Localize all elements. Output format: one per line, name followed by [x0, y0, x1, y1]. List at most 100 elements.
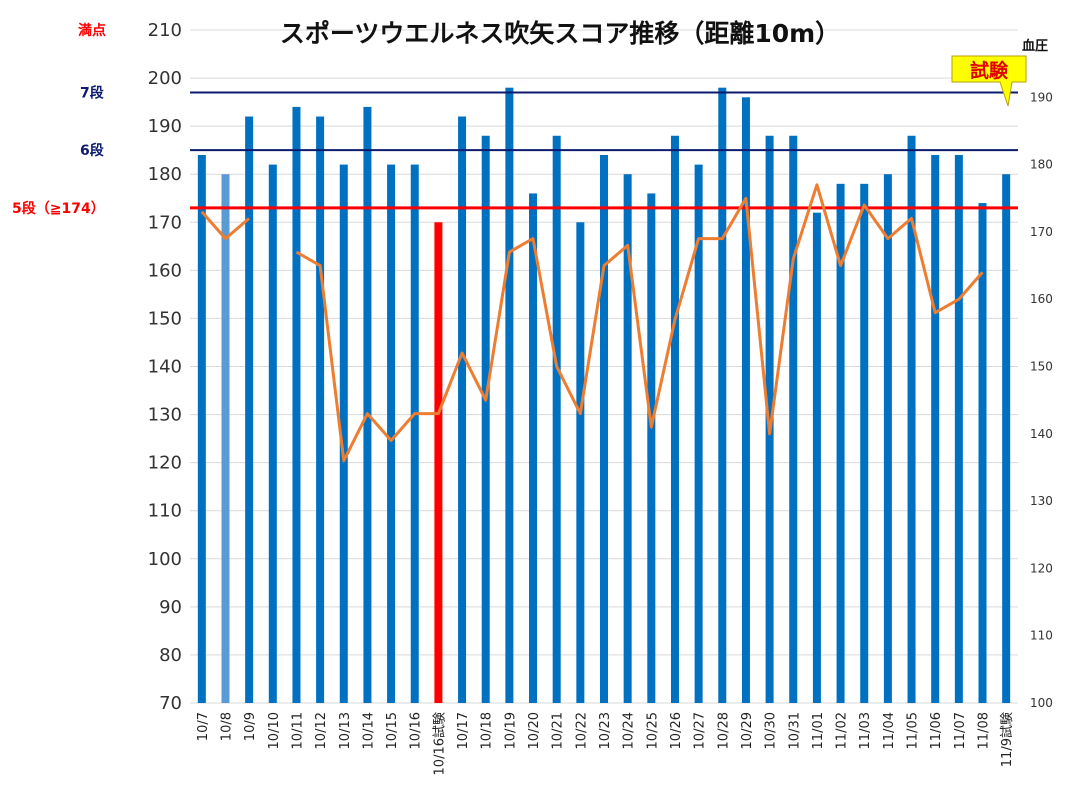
bar [954, 154, 963, 703]
x-tick-label: 10/14 [361, 712, 376, 749]
y2-axis-label: 血圧 [1022, 38, 1048, 54]
y2-tick-label: 120 [1030, 561, 1053, 575]
y2-tick-label: 170 [1030, 225, 1053, 239]
bar [316, 116, 325, 704]
x-tick-label: 10/24 [622, 712, 637, 749]
bar [647, 193, 656, 703]
line-segment [200, 210, 251, 241]
bar [505, 87, 514, 703]
y2-tick-label: 190 [1030, 90, 1053, 104]
reference-label: 満点 [78, 22, 106, 39]
x-tick-label: 10/11 [290, 712, 305, 749]
reference-labels: 満点 7段 6段 5段（≧174） [12, 22, 106, 217]
bar [576, 222, 585, 704]
x-tick-label: 10/16試験 [431, 712, 447, 775]
y-tick-label: 160 [148, 260, 182, 281]
x-axis-ticks: 10/7 10/8 10/9 10/10 10/11 10/12 10/13 10/14 10/… [196, 712, 1015, 775]
bar [694, 164, 703, 704]
x-tick-label: 10/26 [669, 712, 684, 749]
bar [410, 164, 419, 704]
x-tick-label: 10/27 [693, 712, 708, 749]
x-tick-label: 10/30 [764, 712, 779, 749]
bar [268, 164, 277, 704]
bar [600, 154, 608, 703]
bar [434, 222, 443, 704]
x-tick-label: 11/06 [929, 712, 944, 749]
x-tick-label: 10/7 [196, 712, 211, 741]
y-axis-left-ticks: 70 80 90 100 110 120 130 140 150 160 170 180 190 200 2… [148, 20, 182, 714]
bar [860, 183, 869, 704]
y-tick-label: 100 [148, 549, 182, 570]
bar [552, 135, 561, 703]
bar [1002, 174, 1011, 703]
bar [907, 135, 916, 703]
bar [458, 116, 467, 704]
bar [741, 97, 750, 704]
y-tick-label: 120 [148, 453, 182, 474]
y-tick-label: 210 [148, 20, 182, 41]
bar [221, 174, 230, 703]
y-tick-label: 110 [148, 501, 182, 522]
callout-box [951, 55, 1027, 107]
bar [789, 135, 798, 703]
x-tick-label: 10/15 [385, 712, 400, 749]
bar [529, 193, 538, 703]
exam-callout: 試験 [951, 55, 1027, 107]
bar [812, 212, 821, 703]
bar [339, 164, 348, 704]
y-tick-label: 150 [148, 308, 182, 329]
callout-text: 試験 [970, 59, 1009, 82]
x-tick-label: 11/9試験 [999, 712, 1015, 767]
y-tick-label: 80 [159, 645, 182, 666]
reference-label: 6段 [80, 142, 104, 159]
y-tick-label: 190 [148, 116, 182, 137]
x-tick-label: 10/16 [409, 712, 424, 749]
x-tick-label: 11/02 [835, 712, 850, 749]
x-tick-label: 10/21 [551, 712, 566, 749]
y2-tick-label: 130 [1030, 494, 1053, 508]
bar [931, 154, 940, 703]
y2-tick-label: 180 [1030, 158, 1053, 172]
bar [836, 183, 845, 704]
x-tick-label: 10/23 [598, 712, 613, 749]
bar [292, 106, 301, 703]
y2-tick-label: 100 [1030, 696, 1053, 710]
y2-tick-label: 110 [1030, 629, 1053, 643]
x-tick-label: 10/18 [480, 712, 495, 749]
x-tick-label: 10/31 [787, 712, 802, 749]
x-tick-label: 11/03 [858, 712, 873, 749]
bar [245, 116, 254, 704]
bar [623, 174, 632, 703]
y2-tick-label: 140 [1030, 427, 1053, 441]
x-tick-label: 10/8 [219, 712, 234, 741]
line-segment [295, 183, 984, 463]
bar-series [197, 87, 1011, 704]
y-tick-label: 130 [148, 405, 182, 426]
y-tick-label: 140 [148, 357, 182, 378]
bar [883, 174, 892, 703]
bar [481, 135, 490, 703]
x-tick-label: 10/25 [645, 712, 660, 749]
y-tick-label: 90 [159, 597, 182, 618]
bar [363, 106, 372, 703]
x-tick-label: 10/13 [338, 712, 353, 749]
x-tick-label: 10/19 [503, 712, 518, 749]
x-tick-label: 10/10 [267, 712, 282, 749]
x-tick-label: 11/04 [882, 712, 897, 749]
y-tick-label: 70 [159, 693, 182, 714]
y2-tick-label: 150 [1030, 360, 1053, 374]
x-tick-label: 11/07 [953, 712, 968, 749]
y-tick-label: 170 [148, 212, 182, 233]
y2-tick-label: 160 [1030, 292, 1053, 306]
y-tick-label: 180 [148, 164, 182, 185]
chart-title: スポーツウエルネス吹矢スコア推移（距離10m） [280, 19, 840, 48]
bar [387, 164, 396, 704]
bar [978, 203, 987, 704]
x-tick-label: 10/12 [314, 712, 329, 749]
y-tick-label: 200 [148, 68, 182, 89]
bar [197, 154, 206, 703]
x-tick-label: 10/20 [527, 712, 542, 749]
bar [670, 135, 679, 703]
